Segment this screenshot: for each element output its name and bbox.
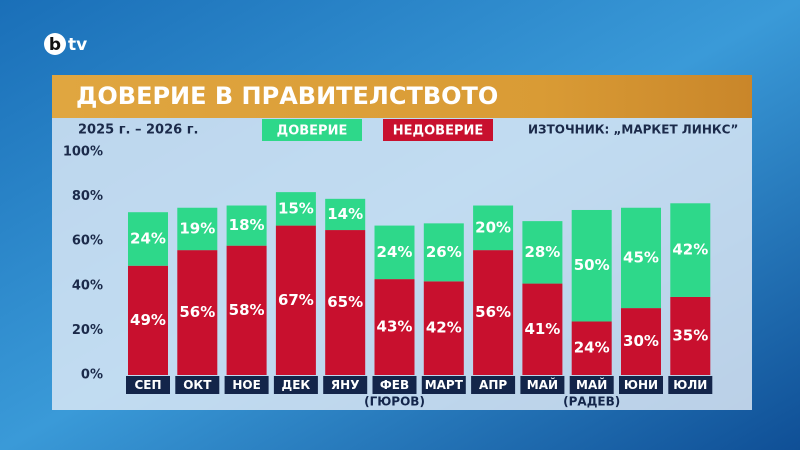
bar-segment — [128, 212, 168, 266]
value-label: 14% — [327, 205, 363, 223]
y-tick-label: 80% — [72, 189, 103, 204]
y-tick-label: 40% — [72, 278, 103, 293]
value-label: 49% — [130, 311, 166, 329]
category-box — [619, 376, 663, 394]
title-bar — [52, 75, 752, 118]
value-label: 67% — [278, 291, 314, 309]
x-tick-label: МАРТ — [425, 378, 464, 392]
x-tick-label: ОКТ — [183, 378, 212, 392]
value-label: 42% — [672, 241, 708, 259]
bar-segment — [325, 230, 366, 375]
bar-segment — [522, 283, 563, 375]
bar-segment — [621, 308, 661, 375]
value-label: 65% — [327, 293, 363, 311]
legend-swatch — [383, 119, 493, 141]
value-label: 24% — [377, 243, 413, 261]
value-label: 30% — [623, 332, 659, 350]
bar-segment — [423, 223, 464, 282]
source: ИЗТОЧНИК: „МАРКЕТ ЛИНКС” — [528, 123, 738, 137]
value-label: 45% — [623, 248, 659, 266]
category-box — [421, 376, 466, 394]
bar-segment — [226, 245, 267, 375]
legend-label: ДОВЕРИЕ — [277, 124, 348, 139]
bar-segment — [571, 209, 612, 322]
category-box — [224, 376, 269, 394]
legend-label: НЕДОВЕРИЕ — [393, 124, 483, 139]
bar-segment — [374, 225, 415, 280]
value-label: 50% — [574, 256, 610, 274]
value-label: 19% — [179, 219, 215, 237]
bar-segment — [275, 225, 316, 375]
x-tick-label: ДЕК — [282, 378, 311, 392]
chart-title: ДОВЕРИЕ В ПРАВИТЕЛСТВОТО — [76, 82, 498, 110]
value-label: 56% — [475, 303, 511, 321]
bar-segment — [473, 205, 514, 251]
category-box — [323, 376, 368, 394]
category-box — [273, 376, 318, 394]
category-box — [520, 376, 565, 394]
category-box — [372, 376, 417, 394]
x-tick-label: ФЕВ — [380, 378, 409, 392]
x-tick-label: ЮНИ — [624, 378, 658, 392]
bar-segment — [473, 250, 514, 375]
logo-mark: b — [49, 35, 61, 55]
value-label: 15% — [278, 199, 314, 217]
value-label: 41% — [524, 320, 560, 338]
bar-segment — [226, 205, 267, 246]
value-label: 42% — [426, 319, 462, 337]
x-tick-label: МАЙ — [527, 377, 558, 392]
category-box — [175, 376, 220, 394]
category-box — [471, 376, 516, 394]
bar-segment — [177, 250, 218, 375]
value-label: 43% — [377, 318, 413, 336]
category-note: (РАДЕВ) — [563, 395, 620, 409]
value-label: 28% — [524, 243, 560, 261]
bar-segment — [522, 221, 563, 284]
bar-segment — [128, 265, 168, 375]
x-tick-label: ЯНУ — [331, 378, 360, 392]
bar-segment — [374, 279, 415, 375]
bar-segment — [423, 281, 464, 375]
category-note: (ГЮРОВ) — [364, 395, 425, 409]
bar-segment — [177, 207, 218, 251]
logo-circle — [44, 33, 66, 55]
x-tick-label: МАЙ — [576, 377, 607, 392]
category-box — [126, 376, 170, 394]
value-label: 26% — [426, 243, 462, 261]
value-label: 35% — [672, 326, 708, 344]
bar-segment — [670, 296, 711, 375]
bar-segment — [571, 321, 612, 375]
bar-segment — [621, 207, 661, 309]
value-label: 24% — [130, 229, 166, 247]
value-label: 18% — [229, 216, 265, 234]
category-box — [569, 376, 614, 394]
category-box — [668, 376, 713, 394]
x-tick-label: ЮЛИ — [673, 378, 707, 392]
logo-text: tv — [68, 35, 87, 55]
bar-segment — [275, 192, 316, 226]
value-label: 56% — [179, 303, 215, 321]
bar-segment — [325, 198, 366, 231]
value-label: 20% — [475, 218, 511, 236]
value-label: 58% — [229, 301, 265, 319]
value-label: 24% — [574, 339, 610, 357]
subtitle: 2025 г. – 2026 г. — [78, 123, 198, 138]
y-tick-label: 60% — [72, 234, 103, 249]
legend-swatch — [262, 119, 362, 141]
x-tick-label: НОЕ — [232, 378, 260, 392]
x-tick-label: АПР — [479, 378, 507, 392]
x-tick-label: СЕП — [134, 378, 161, 392]
bar-segment — [670, 203, 711, 297]
y-tick-label: 20% — [72, 323, 103, 338]
y-tick-label: 0% — [81, 368, 103, 383]
y-tick-label: 100% — [63, 145, 103, 160]
